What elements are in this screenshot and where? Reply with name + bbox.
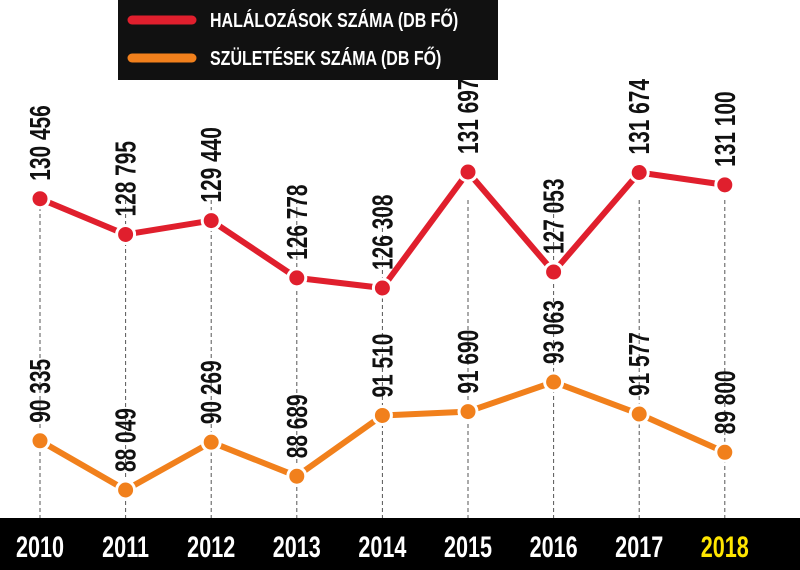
point: [115, 479, 137, 501]
data-label: 91 577: [624, 332, 656, 396]
data-label: 88 049: [110, 408, 142, 472]
point: [371, 277, 393, 299]
x-tick-label: 2016: [530, 529, 578, 563]
x-tick-label: 2015: [444, 529, 492, 563]
x-tick-label: 2011: [102, 529, 149, 563]
point: [200, 210, 222, 232]
data-label: 90 269: [196, 360, 228, 424]
point: [286, 465, 308, 487]
point: [115, 223, 137, 245]
point: [543, 261, 565, 283]
data-label: 129 440: [196, 127, 228, 202]
legend-label: SZÜLETÉSEK SZÁMA (DB FŐ): [210, 46, 441, 69]
point: [29, 430, 51, 452]
data-label: 90 335: [25, 359, 57, 423]
data-label: 126 778: [282, 184, 314, 259]
x-tick-label: 2013: [273, 529, 321, 563]
x-tick-label: 2010: [16, 529, 64, 563]
point: [714, 174, 736, 196]
point: [628, 161, 650, 183]
point: [457, 161, 479, 183]
point: [371, 404, 393, 426]
data-label: 131 697: [453, 79, 485, 154]
data-label: 91 510: [367, 334, 399, 398]
point: [457, 401, 479, 423]
data-label: 88 689: [282, 394, 314, 458]
data-label: 127 053: [538, 179, 570, 254]
x-tick-label: 2017: [615, 529, 663, 563]
data-label: 130 456: [25, 105, 57, 180]
x-tick-label: 2014: [358, 529, 406, 563]
x-axis-band: [0, 518, 800, 570]
legend-label: HALÁLOZÁSOK SZÁMA (DB FŐ): [210, 8, 458, 31]
point: [628, 403, 650, 425]
data-label: 131 100: [710, 91, 742, 166]
point: [286, 267, 308, 289]
data-label: 91 690: [453, 330, 485, 394]
point: [714, 441, 736, 463]
point: [29, 188, 51, 210]
x-tick-label: 2012: [187, 529, 235, 563]
point: [200, 431, 222, 453]
data-label: 89 800: [710, 370, 742, 434]
data-label: 126 308: [367, 195, 399, 270]
data-label: 93 063: [538, 300, 570, 364]
data-label: 128 795: [110, 141, 142, 216]
data-label: 131 674: [624, 79, 656, 154]
point: [543, 371, 565, 393]
x-tick-label: 2018: [701, 529, 749, 563]
legend-box: [118, 0, 498, 80]
